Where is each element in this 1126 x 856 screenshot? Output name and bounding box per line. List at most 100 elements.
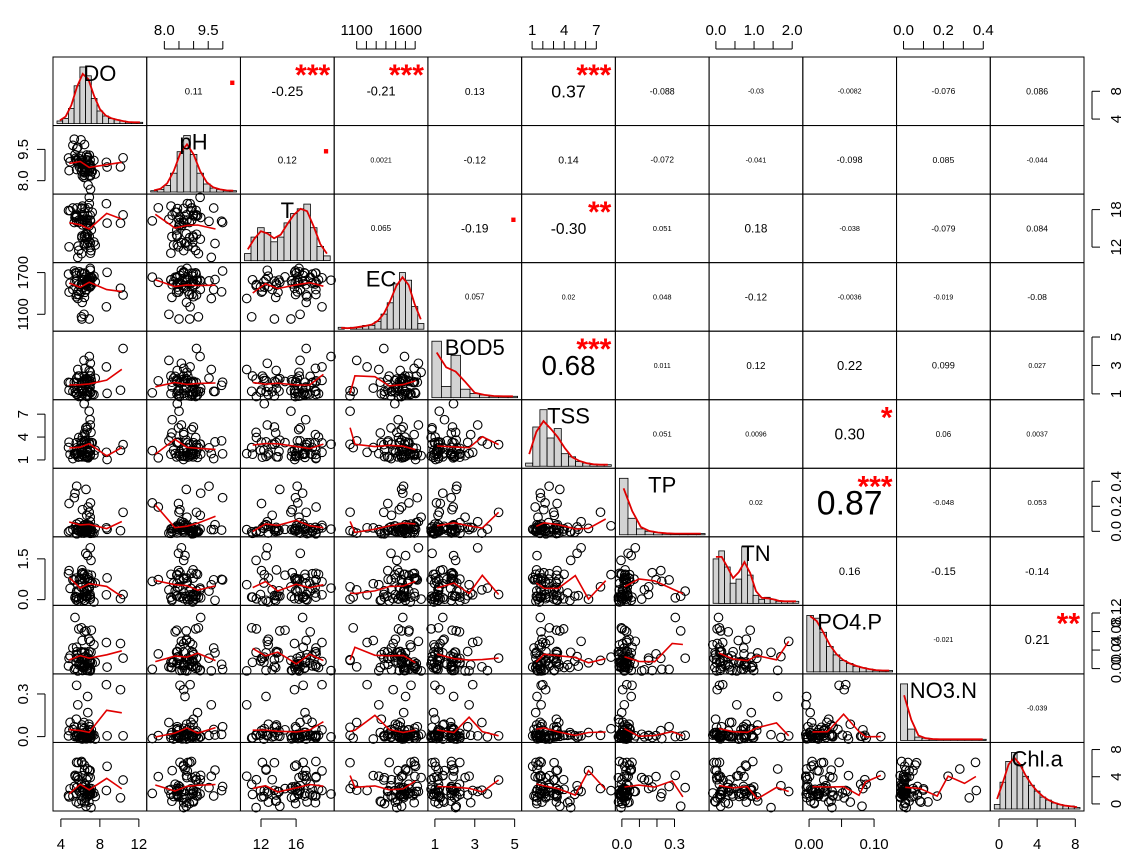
- scatter-point: [409, 756, 420, 767]
- scatter-point: [970, 757, 981, 768]
- scatter-point: [368, 383, 379, 393]
- scatter-point: [396, 771, 407, 782]
- scatter-point: [85, 592, 96, 602]
- axis-tick-label: 7: [15, 410, 32, 418]
- scatter-point: [403, 779, 414, 790]
- scatter-point: [390, 573, 401, 583]
- scatter-point: [118, 653, 128, 663]
- scatter-point: [399, 351, 410, 362]
- scatter-point: [740, 760, 751, 770]
- scatter-point: [362, 637, 372, 648]
- scatter-point: [384, 757, 395, 768]
- scatter-point: [808, 760, 819, 770]
- scatter-point: [454, 779, 465, 790]
- scatter-point: [311, 524, 321, 535]
- scatter-point: [311, 386, 321, 397]
- scatter-point: [573, 661, 584, 672]
- scatter-point: [736, 788, 747, 799]
- scatter-point: [379, 451, 390, 462]
- scatter-point: [454, 731, 465, 742]
- scatter-point: [533, 760, 543, 770]
- histogram-bar: [712, 558, 720, 604]
- scatter-point: [311, 502, 321, 512]
- scatter-point: [396, 435, 407, 446]
- scatter-point: [153, 202, 164, 213]
- scatter-point: [396, 391, 407, 402]
- scatter-point: [263, 719, 274, 730]
- scatter-point: [208, 574, 219, 585]
- scatter-point: [734, 791, 745, 802]
- scatter-point: [433, 592, 444, 602]
- scatter-point: [565, 662, 575, 673]
- scatter-point: [531, 585, 542, 596]
- scatter-point: [191, 275, 202, 285]
- scatter-point: [389, 398, 400, 409]
- scatter-point: [71, 155, 82, 165]
- scatter-point: [390, 797, 401, 807]
- variable-name-Chl.a: Chl.a: [1011, 746, 1063, 771]
- scatter-point: [167, 765, 178, 776]
- scatter-point: [147, 788, 158, 799]
- smoothing-line: [154, 504, 216, 529]
- scatter-point: [533, 521, 543, 531]
- scatter-point: [73, 245, 84, 256]
- scatter-point: [748, 732, 759, 743]
- scatter-point: [530, 707, 541, 718]
- axis-tick-label: 4: [1108, 773, 1125, 781]
- scatter-point: [529, 643, 539, 653]
- correlation-value: 0.0037: [1026, 431, 1048, 438]
- scatter-point: [72, 579, 83, 590]
- scatter-point: [450, 647, 461, 658]
- smoothing-line: [155, 652, 216, 663]
- scatter-point: [558, 593, 569, 604]
- scatter-point: [413, 420, 424, 430]
- scatter-point: [291, 760, 302, 770]
- scatter-point: [174, 314, 184, 324]
- scatter-point: [84, 448, 94, 458]
- scatter-point: [827, 802, 837, 813]
- scatter-point: [619, 573, 630, 583]
- histogram-TP: [619, 477, 706, 536]
- scatter-point: [193, 311, 204, 322]
- histogram-bar: [270, 241, 278, 262]
- histogram-bar: [758, 598, 765, 604]
- scatter-point: [289, 761, 300, 772]
- scatter-point: [351, 355, 362, 366]
- scatter-point: [79, 760, 90, 770]
- axis-tick-label: 12: [131, 836, 148, 853]
- scatter-point: [664, 575, 674, 585]
- scatter-point: [467, 679, 478, 690]
- scatter-point: [544, 481, 554, 492]
- axis-right-Chl.a: 0 4 8: [1091, 745, 1125, 808]
- scatter-point: [188, 437, 199, 448]
- scatter-point: [535, 789, 545, 800]
- axis-tick-label: 8: [1108, 87, 1125, 95]
- scatter-point: [241, 771, 252, 782]
- scatter-point: [102, 218, 112, 228]
- scatter-point: [101, 785, 112, 796]
- scatter-point: [411, 371, 422, 381]
- scatter-point: [368, 523, 379, 533]
- scatter-point: [530, 771, 541, 782]
- scatter-point: [317, 637, 327, 648]
- scatter-point: [409, 573, 420, 584]
- scatter-point: [391, 555, 402, 566]
- scatter-point: [828, 790, 838, 800]
- correlation-value: 0.048: [653, 293, 672, 302]
- histogram-bar: [900, 683, 908, 741]
- smoothing-line: [252, 580, 324, 592]
- scatter-point: [616, 802, 626, 813]
- scatter-point: [818, 775, 829, 785]
- scatter-point: [583, 657, 594, 668]
- scatter-point: [549, 757, 559, 768]
- scatter-point: [399, 386, 410, 397]
- smoothing-line: [68, 650, 123, 661]
- scatter-point: [651, 771, 661, 782]
- scatter-point: [181, 770, 192, 781]
- histogram-TN: [712, 546, 800, 604]
- scatter-point: [345, 406, 355, 417]
- scatter-point: [710, 649, 721, 660]
- correlation-value: -0.0082: [838, 89, 862, 96]
- smoothing-line: [535, 653, 606, 664]
- scatter-point: [305, 523, 316, 533]
